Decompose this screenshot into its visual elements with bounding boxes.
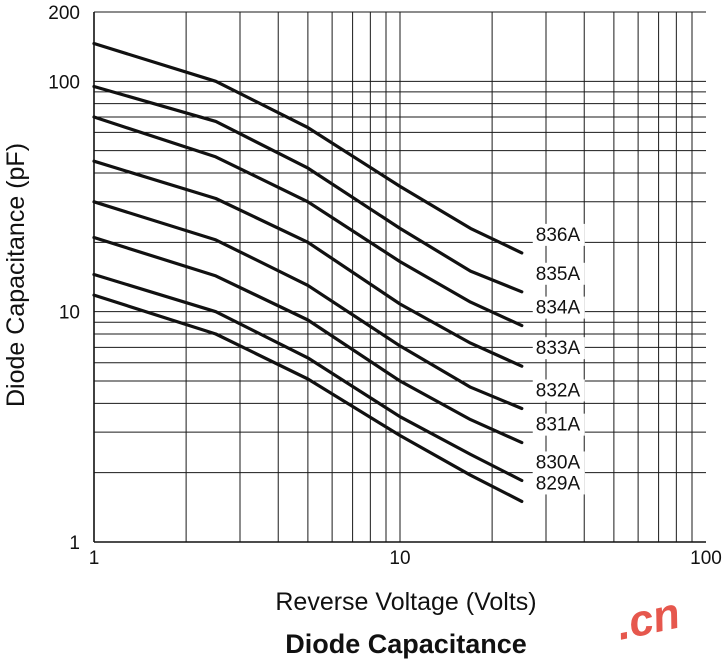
tick-labels: 1 10 100 1 10 100 200: [48, 3, 722, 569]
series-line-832A: [92, 200, 524, 411]
series-label-bg: [532, 337, 585, 360]
series-line-834A: [92, 115, 524, 328]
series-line-835A: [92, 84, 524, 294]
series-line-836A: [92, 41, 524, 255]
series-label-bg: [532, 451, 585, 474]
series-label-bg: [532, 413, 585, 436]
series-line-831A: [92, 235, 524, 445]
series-label-bg: [532, 223, 585, 246]
series-label-bg: [532, 262, 585, 285]
chart-title: Diode Capacitance: [285, 629, 527, 659]
x-axis-title: Reverse Voltage (Volts): [275, 588, 536, 616]
y-tick-label: 10: [59, 303, 80, 324]
series-label-bg: [532, 296, 585, 319]
y-tick-label: 200: [48, 3, 80, 24]
series-line-833A: [92, 159, 524, 368]
x-tick-label: 1: [89, 548, 100, 569]
series-label-835A: 835A: [536, 264, 581, 285]
series-label-832A: 832A: [536, 380, 581, 401]
series-line-829A: [92, 293, 524, 503]
series-label-831A: 831A: [536, 415, 581, 436]
series-label-829A: 829A: [536, 473, 581, 494]
series-label-bg: [532, 379, 585, 402]
series-label-833A: 833A: [536, 338, 581, 359]
grid: [93, 11, 706, 543]
y-tick-label: 100: [48, 72, 80, 93]
y-axis-title: Diode Capacitance (pF): [2, 143, 30, 407]
series-label-834A: 834A: [536, 298, 581, 319]
watermark-text: .cn: [612, 589, 684, 650]
series-line-830A: [92, 272, 524, 483]
series-label-836A: 836A: [536, 225, 581, 246]
x-tick-label: 10: [389, 548, 410, 569]
series-label-830A: 830A: [536, 452, 581, 473]
series-lines: [92, 41, 524, 503]
series-label-bg: [532, 472, 585, 495]
y-tick-label: 1: [69, 533, 80, 554]
x-tick-label: 100: [690, 548, 722, 569]
